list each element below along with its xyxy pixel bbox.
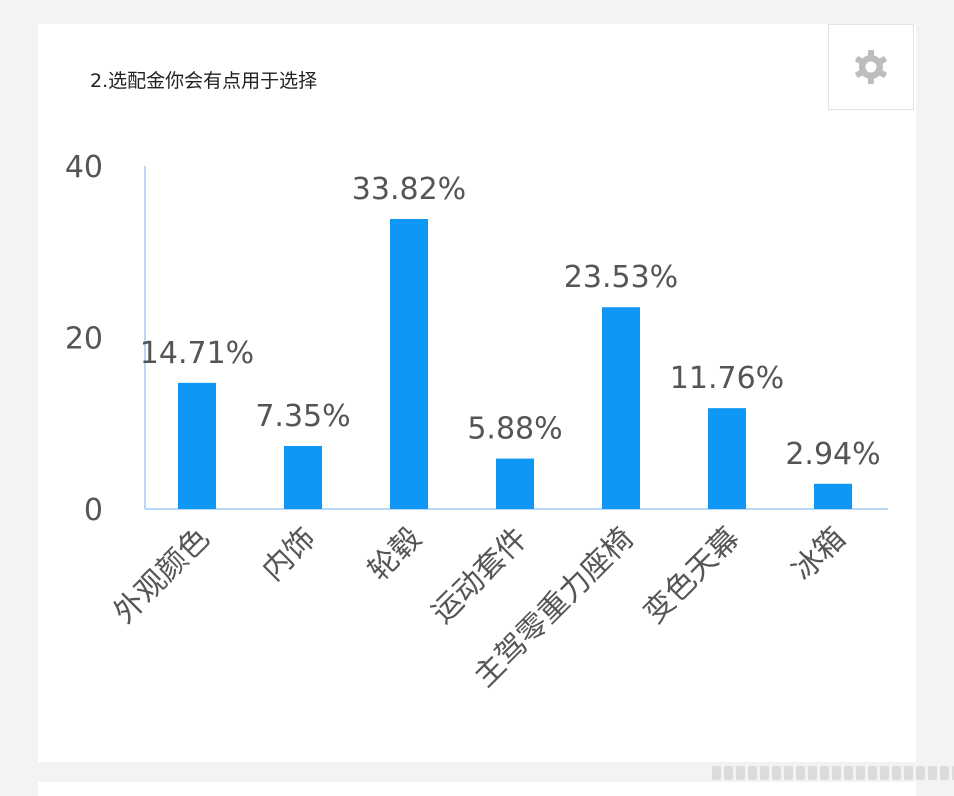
bar	[708, 408, 746, 509]
chart-title: 2.选配金你会有点用于选择	[90, 70, 318, 92]
y-tick-label: 0	[84, 493, 103, 528]
bar	[602, 307, 640, 509]
category-label: 外观颜色	[107, 521, 217, 631]
bar-value-label: 14.71%	[140, 336, 254, 371]
gear-icon	[855, 50, 887, 84]
settings-button[interactable]	[828, 24, 914, 110]
category-label: 运动套件	[425, 521, 535, 631]
bar	[178, 382, 216, 509]
bars	[178, 218, 852, 509]
next-card-edge	[38, 782, 916, 796]
category-label: 轮毂	[361, 521, 428, 588]
value-labels: 14.71%7.35% 33.82% 5.88% 23.53% 11.76% 2.94%	[140, 172, 881, 472]
watermark	[712, 766, 954, 780]
bar-value-label: 2.94%	[785, 437, 880, 472]
bar-value-label: 33.82%	[352, 172, 466, 207]
bar	[284, 445, 322, 509]
bar-value-label: 7.35%	[255, 399, 350, 434]
category-label: 内饰	[255, 521, 322, 588]
bar-value-label: 23.53%	[564, 260, 678, 295]
y-tick-label: 40	[65, 150, 103, 185]
bar	[814, 483, 852, 509]
bar-value-label: 5.88%	[467, 412, 562, 447]
category-label: 冰箱	[785, 521, 852, 588]
y-tick-label: 20	[65, 322, 103, 357]
y-axis: 0 20 40	[65, 150, 146, 528]
bar	[390, 218, 428, 509]
bar	[496, 458, 534, 509]
bar-value-label: 11.76%	[670, 361, 784, 396]
category-label: 变色天幕	[637, 521, 747, 631]
